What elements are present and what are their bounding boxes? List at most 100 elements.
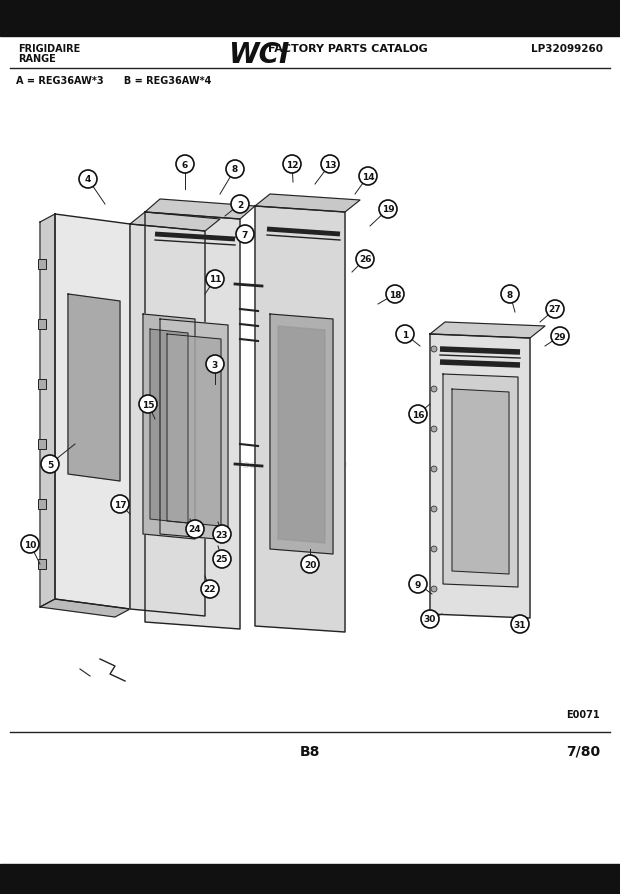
Text: 9: 9 [415, 580, 421, 589]
Text: 16: 16 [412, 410, 424, 419]
Text: 7/80: 7/80 [566, 744, 600, 758]
Circle shape [431, 347, 437, 352]
Polygon shape [255, 195, 360, 213]
Circle shape [551, 327, 569, 346]
Text: E0071: E0071 [567, 709, 600, 719]
Text: 10: 10 [24, 540, 36, 549]
Bar [0, 864, 620, 894]
Text: 13: 13 [324, 160, 336, 169]
Circle shape [41, 455, 59, 474]
Circle shape [431, 506, 437, 512]
Circle shape [431, 467, 437, 472]
Text: 31: 31 [514, 620, 526, 628]
Circle shape [79, 171, 97, 189]
Circle shape [359, 168, 377, 186]
Bar [0, 0, 620, 37]
Polygon shape [430, 334, 530, 619]
Text: 6: 6 [182, 160, 188, 169]
Text: 8: 8 [507, 291, 513, 299]
Circle shape [511, 615, 529, 633]
Polygon shape [452, 390, 509, 574]
Polygon shape [40, 599, 130, 618]
Text: 25: 25 [216, 555, 228, 564]
Circle shape [111, 495, 129, 513]
Text: 14: 14 [361, 173, 374, 181]
Circle shape [213, 526, 231, 544]
Circle shape [206, 271, 224, 289]
Polygon shape [40, 215, 55, 607]
Circle shape [321, 156, 339, 173]
Text: 4: 4 [85, 175, 91, 184]
Polygon shape [150, 330, 188, 523]
Text: 15: 15 [142, 400, 154, 409]
Circle shape [176, 156, 194, 173]
Circle shape [421, 611, 439, 628]
Circle shape [396, 325, 414, 343]
Circle shape [409, 406, 427, 424]
Text: 1: 1 [402, 330, 408, 339]
Text: 8: 8 [232, 165, 238, 174]
Circle shape [236, 226, 254, 244]
Text: FRIGIDAIRE: FRIGIDAIRE [18, 44, 80, 54]
Circle shape [201, 580, 219, 598]
Text: B8: B8 [300, 744, 320, 758]
Circle shape [301, 555, 319, 573]
Circle shape [379, 201, 397, 219]
Text: 19: 19 [382, 206, 394, 215]
Circle shape [206, 356, 224, 374]
Circle shape [386, 286, 404, 304]
Text: WCI: WCI [228, 41, 290, 69]
Text: 27: 27 [549, 305, 561, 314]
Bar [38, 500, 46, 510]
Circle shape [356, 250, 374, 269]
Circle shape [283, 156, 301, 173]
Circle shape [431, 426, 437, 433]
Polygon shape [68, 295, 120, 482]
Polygon shape [270, 315, 333, 554]
Polygon shape [255, 207, 345, 632]
Text: A = REG36AW*3      B = REG36AW*4: A = REG36AW*3 B = REG36AW*4 [16, 76, 211, 86]
Circle shape [21, 536, 39, 553]
Text: FACTORY PARTS CATALOG: FACTORY PARTS CATALOG [268, 44, 428, 54]
Polygon shape [278, 326, 325, 544]
Text: 18: 18 [389, 291, 401, 299]
Bar [38, 380, 46, 390]
Bar [38, 560, 46, 569]
Text: 20: 20 [304, 560, 316, 569]
Circle shape [501, 286, 519, 304]
Circle shape [431, 386, 437, 392]
Text: eReplacementParts.com: eReplacementParts.com [212, 460, 348, 469]
Circle shape [409, 576, 427, 594]
Text: 22: 22 [204, 585, 216, 594]
Polygon shape [167, 334, 221, 527]
Text: 23: 23 [216, 530, 228, 539]
Circle shape [186, 520, 204, 538]
Text: 11: 11 [209, 275, 221, 284]
Polygon shape [145, 199, 255, 220]
Polygon shape [443, 375, 518, 587]
Text: 30: 30 [424, 615, 436, 624]
Text: 24: 24 [188, 525, 202, 534]
Text: 29: 29 [554, 333, 566, 342]
Polygon shape [160, 320, 228, 540]
Polygon shape [430, 323, 545, 339]
Circle shape [546, 300, 564, 318]
Text: 3: 3 [212, 360, 218, 369]
Circle shape [139, 395, 157, 414]
Polygon shape [130, 224, 205, 616]
Polygon shape [55, 215, 130, 610]
Text: 5: 5 [47, 460, 53, 469]
Text: 12: 12 [286, 160, 298, 169]
Bar [38, 320, 46, 330]
Bar [38, 440, 46, 450]
Polygon shape [145, 213, 240, 629]
Text: 2: 2 [237, 200, 243, 209]
Circle shape [431, 586, 437, 593]
Text: 26: 26 [359, 255, 371, 265]
Text: LP32099260: LP32099260 [531, 44, 603, 54]
Text: RANGE: RANGE [18, 54, 56, 64]
Circle shape [431, 546, 437, 552]
Bar [38, 260, 46, 270]
Circle shape [226, 161, 244, 179]
Polygon shape [143, 315, 195, 539]
